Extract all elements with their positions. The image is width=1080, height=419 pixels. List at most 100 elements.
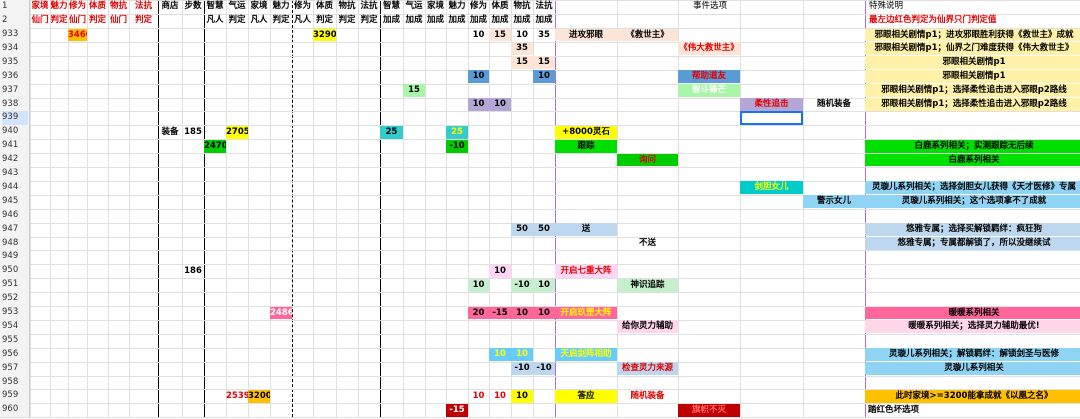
note-cell[interactable]: 邪眼相关剧情p1；选择柔性追击进入邪眼p2路线	[865, 98, 1080, 111]
cell[interactable]: 15	[489, 28, 511, 42]
column-header: 修为	[68, 1, 86, 11]
cell[interactable]: 警示女儿	[803, 195, 865, 209]
row-number: 943	[2, 168, 19, 178]
column-subheader: 加成	[405, 15, 423, 25]
note-cell[interactable]: 踏红色坏选项	[868, 404, 920, 415]
cell[interactable]: 10	[533, 306, 555, 320]
grid-line	[0, 41, 1080, 43]
cell[interactable]: 10	[472, 390, 485, 401]
cell[interactable]: 开启玖罡大阵	[555, 306, 617, 320]
note-cell[interactable]: 邪眼相关剧情p1	[865, 70, 1080, 84]
cell[interactable]: 50	[511, 223, 533, 236]
cell[interactable]: -10	[533, 362, 555, 375]
cell[interactable]: 不送	[638, 238, 656, 248]
cell[interactable]: 剑胆女儿	[740, 181, 803, 195]
note-cell[interactable]: 邪眼相关剧情p1；仙界之门难度获得《伟大救世主》	[865, 42, 1080, 56]
cell[interactable]: 10	[533, 70, 555, 84]
cell[interactable]: 10	[511, 306, 533, 320]
cell[interactable]: 帮助道友	[678, 70, 740, 84]
note-cell[interactable]: 白鹿系列相关；实测跟踪无后续	[865, 139, 1080, 153]
cell[interactable]: 智斗锋芒	[678, 84, 740, 97]
column-header: 体质	[315, 1, 333, 11]
cell[interactable]: 检查灵力来源	[617, 362, 678, 375]
cell[interactable]: 旗帜不灭	[678, 403, 740, 417]
cell[interactable]: -10	[511, 362, 533, 375]
note-cell[interactable]: 灵璇儿系列相关	[865, 362, 1080, 375]
cell[interactable]: 10	[489, 348, 511, 362]
note-cell[interactable]: 悠雅专属；选择买解锁羁绊：疯狂狗	[865, 223, 1080, 236]
cell[interactable]: -15	[446, 403, 468, 417]
selected-cell[interactable]	[740, 111, 803, 126]
cell[interactable]: 15	[511, 56, 533, 70]
cell[interactable]: 25	[380, 125, 403, 139]
cell[interactable]: 跟踪	[555, 139, 617, 153]
cell[interactable]: 10	[511, 348, 533, 362]
note-cell[interactable]: 灵璇儿系列相关；选择剑胆女儿获得《天才医修》专属	[865, 181, 1080, 195]
cell[interactable]: 答应	[555, 389, 617, 403]
note-cell[interactable]: 此时家境>=3200能拿成就《以凰之名》	[865, 389, 1080, 403]
column-subheader: 仙门	[31, 15, 49, 25]
cell[interactable]: 50	[533, 223, 555, 236]
cell[interactable]: -15	[489, 306, 511, 320]
row-number: 948	[2, 237, 19, 248]
cell[interactable]: 35	[511, 42, 533, 56]
cell[interactable]: 10	[494, 390, 506, 401]
cell[interactable]: 10	[468, 98, 489, 111]
cell[interactable]: 送	[555, 223, 617, 236]
cell[interactable]: 25	[446, 125, 468, 139]
note-cell[interactable]: 暖暖系列相关；选择灵力辅助最优!	[865, 320, 1080, 334]
cell[interactable]: 3460	[68, 28, 87, 42]
column-subheader: 判定	[88, 15, 106, 25]
grid-line	[0, 167, 1080, 168]
cell[interactable]: 186	[184, 265, 202, 276]
row-number: 1	[2, 1, 8, 11]
cell[interactable]: 询问	[617, 153, 678, 167]
cell[interactable]: 10	[489, 98, 511, 111]
cell[interactable]: 天启剑阵相助	[555, 348, 617, 362]
cell[interactable]: 2470	[204, 139, 226, 153]
grid-line	[248, 0, 249, 418]
row-number: 944	[2, 181, 19, 192]
cell[interactable]: 10	[533, 278, 555, 292]
cell[interactable]: 3290	[313, 28, 336, 42]
cell[interactable]: 15	[403, 84, 425, 97]
cell[interactable]: 10	[489, 264, 511, 278]
cell[interactable]: 20	[468, 306, 489, 320]
cell[interactable]: -10	[511, 278, 533, 292]
cell[interactable]: 开启七重大阵	[555, 264, 617, 278]
note-cell[interactable]: 邪眼相关剧情p1；选择柔性追击进入邪眼p2路线	[865, 84, 1080, 97]
cell[interactable]: 随机装备	[816, 99, 851, 109]
note-cell[interactable]: 灵璇儿系列相关；解锁羁绊：解锁剑圣与医修	[865, 348, 1080, 362]
column-header: 法抗	[360, 1, 378, 11]
cell[interactable]: +8000灵石	[555, 125, 617, 139]
cell[interactable]: 装备	[161, 126, 179, 137]
note-cell[interactable]: 邪眼相关剧情p1；进攻邪眼胜利获得《救世主》成就	[865, 28, 1080, 42]
note-cell[interactable]: 邪眼相关剧情p1	[865, 56, 1080, 70]
grid-line	[403, 0, 404, 418]
cell[interactable]: 15	[533, 56, 555, 70]
cell[interactable]: 185	[184, 126, 202, 137]
cell[interactable]: 进攻邪眼	[555, 28, 617, 42]
cell[interactable]: 2486	[270, 306, 292, 320]
cell[interactable]: 神识追踪	[617, 278, 678, 292]
grid-line	[182, 0, 183, 418]
cell[interactable]: 2539	[226, 390, 248, 401]
note-cell[interactable]: 白鹿系列相关	[865, 153, 1080, 167]
note-cell[interactable]: 暖暖系列相关	[865, 306, 1080, 320]
cell[interactable]: 柔性追击	[740, 98, 803, 111]
note-cell[interactable]: 灵璇儿系列相关；这个选项拿不了成就	[865, 195, 1080, 209]
cell[interactable]: 10	[516, 29, 528, 40]
cell[interactable]: 《救世主》	[617, 28, 678, 42]
cell[interactable]: 10	[511, 389, 533, 403]
cell[interactable]: 10	[468, 278, 489, 292]
cell[interactable]: 随机装备	[630, 390, 665, 401]
cell[interactable]: 10	[468, 70, 489, 84]
cell[interactable]: 35	[538, 29, 550, 40]
cell[interactable]: 给你灵力辅助	[617, 320, 678, 334]
cell[interactable]: -10	[446, 139, 468, 153]
cell[interactable]: 《伟大救世主》	[678, 42, 740, 56]
cell[interactable]: 3200	[248, 389, 270, 403]
note-cell[interactable]: 悠雅专属；专属都解锁了，所以没继续试	[865, 237, 1080, 250]
cell[interactable]: 2705	[226, 125, 248, 139]
cell[interactable]: 10	[472, 29, 485, 40]
